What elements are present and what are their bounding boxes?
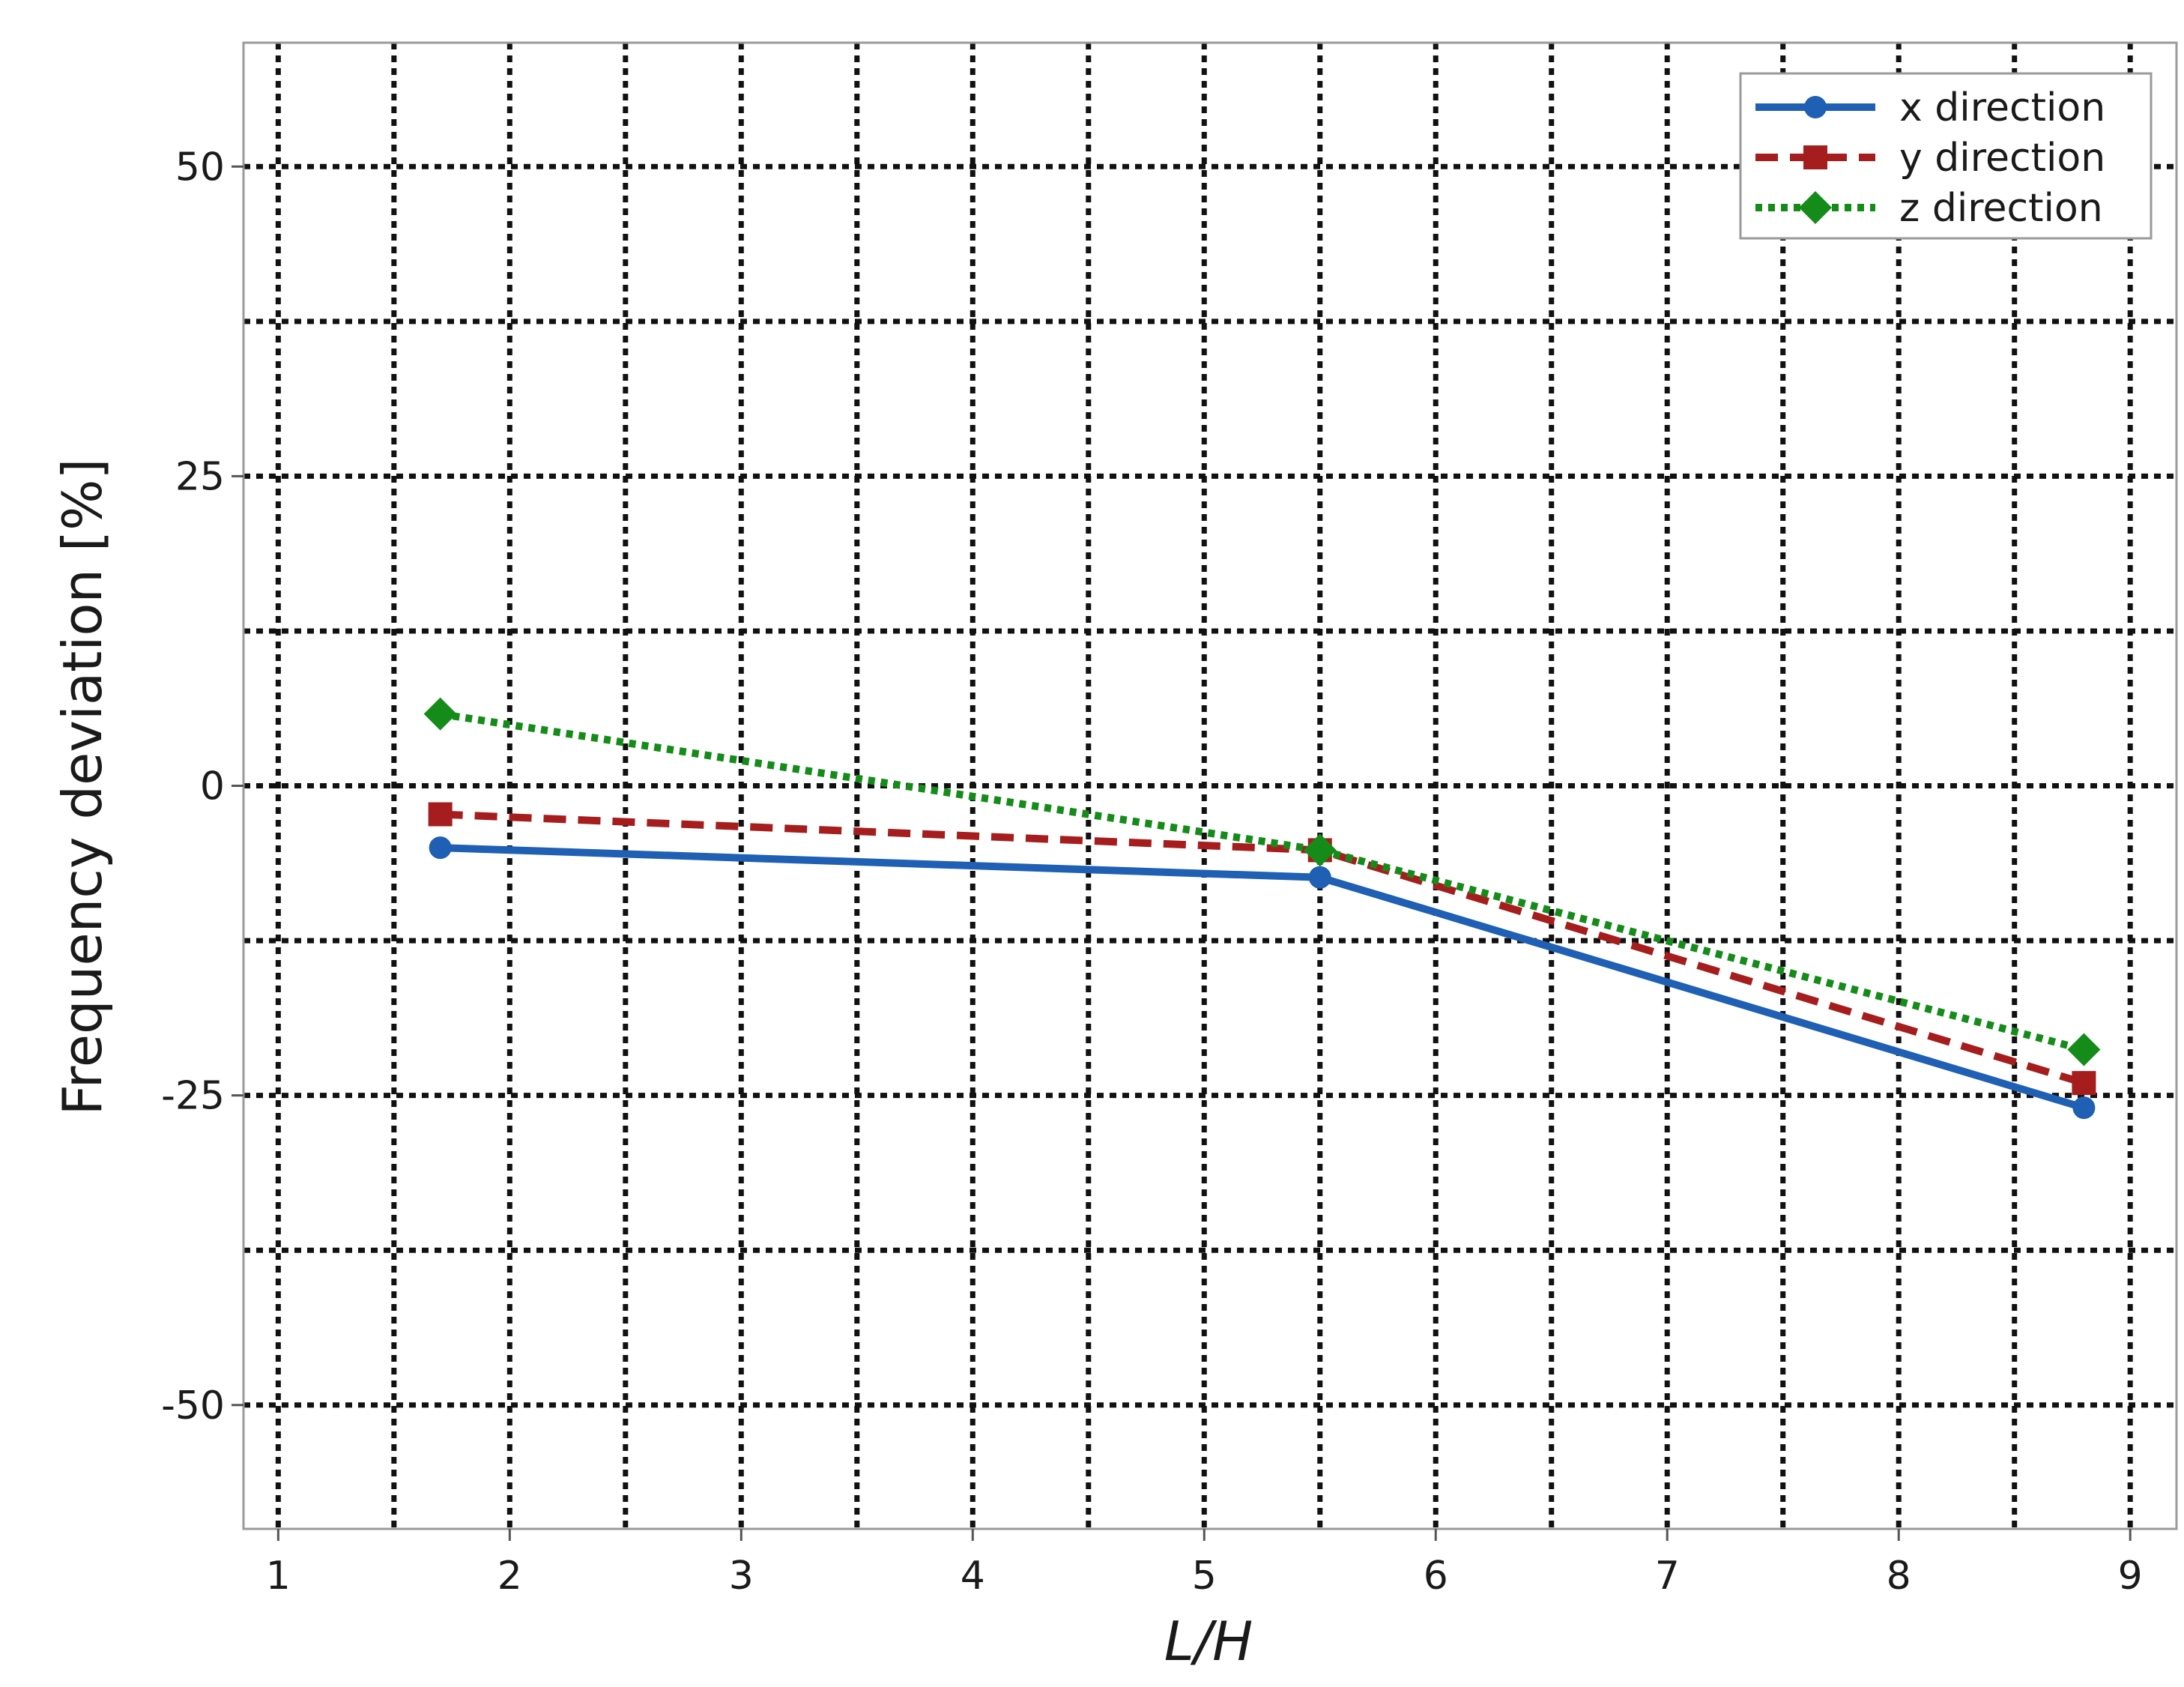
- x-tick-label: 5: [1192, 1554, 1217, 1599]
- data-point: [2072, 1071, 2096, 1096]
- legend-marker: [1799, 191, 1832, 224]
- y-tick-label: 0: [200, 764, 225, 809]
- legend-label: x direction: [1899, 85, 2105, 130]
- legend-marker: [1803, 145, 1827, 169]
- data-point: [423, 697, 457, 731]
- x-axis-title: L/H: [1164, 1610, 1253, 1673]
- x-tick-label: 1: [266, 1554, 291, 1599]
- x-tick-label: 4: [961, 1554, 985, 1599]
- y-tick-label: 25: [175, 454, 225, 499]
- series-line: [439, 710, 2085, 1054]
- x-tick-label: 2: [497, 1554, 522, 1599]
- y-tick-label: -25: [161, 1074, 225, 1119]
- legend-marker: [1804, 96, 1827, 118]
- x-tick-label: 6: [1424, 1554, 1448, 1599]
- data-point: [428, 802, 453, 827]
- x-tick-label: 9: [2118, 1554, 2143, 1599]
- x-tick-label: 7: [1655, 1554, 1680, 1599]
- x-tick-label: 8: [1887, 1554, 1911, 1599]
- series-1: [429, 836, 2096, 1120]
- legend: x direction y direction z direction: [1739, 72, 2153, 240]
- x-tick-label: 3: [729, 1554, 754, 1599]
- y-tick-label: 50: [175, 145, 225, 190]
- legend-label: z direction: [1899, 186, 2103, 231]
- series: [423, 697, 2101, 1120]
- data-point: [2067, 1033, 2101, 1066]
- y-axis-title: Frequency deviation [%]: [51, 459, 114, 1116]
- data-point: [1303, 833, 1337, 867]
- series-3: [423, 697, 2101, 1066]
- legend-label: y direction: [1899, 136, 2105, 181]
- y-tick-label: -50: [161, 1383, 225, 1428]
- data-point: [429, 836, 452, 860]
- axis-ticks: 1 2 3 4 5 6 7 8 9 -50 -25 0 25 50: [161, 145, 2143, 1599]
- data-point: [2072, 1096, 2096, 1120]
- data-point: [1308, 866, 1331, 889]
